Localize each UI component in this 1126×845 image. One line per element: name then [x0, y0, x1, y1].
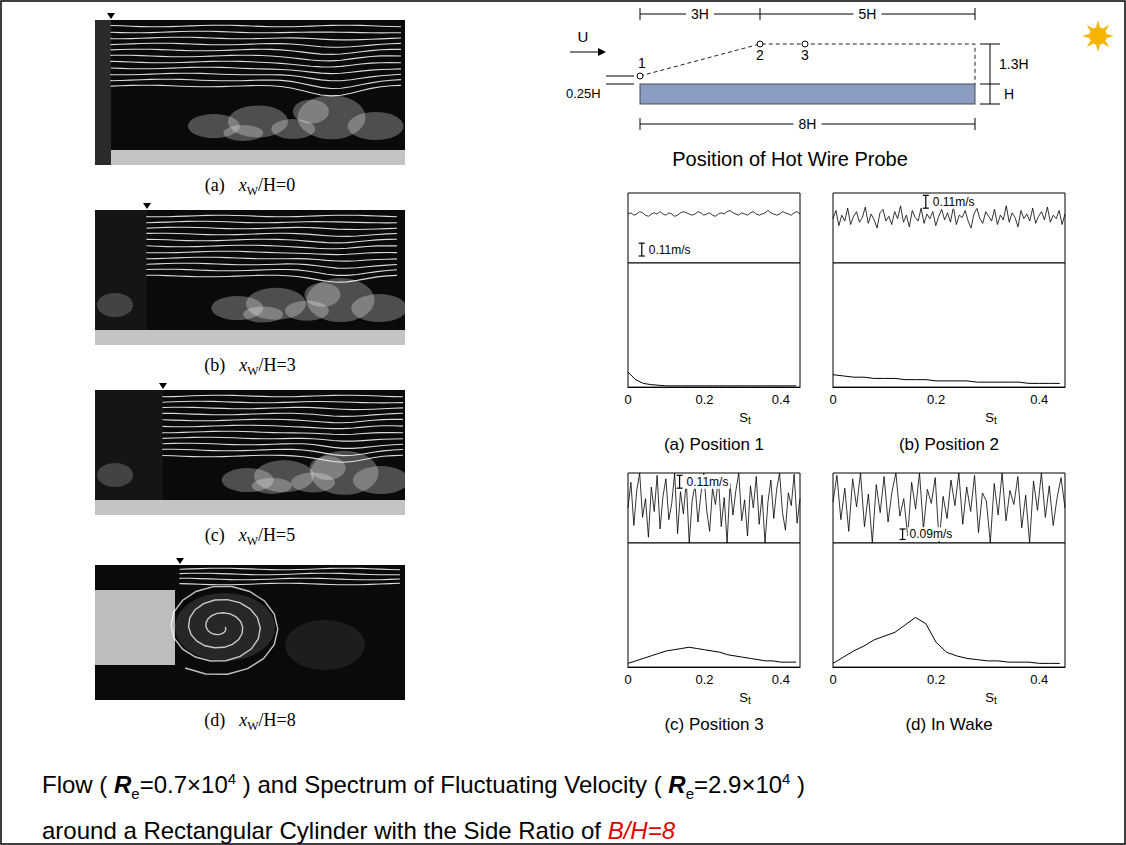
svg-text:0.11m/s: 0.11m/s [933, 195, 975, 209]
svg-text:H: H [1004, 86, 1014, 102]
svg-text:t: t [748, 415, 751, 426]
svg-text:0: 0 [829, 392, 836, 407]
svg-text:2: 2 [756, 47, 764, 63]
svg-text:(b)xW/H=3: (b)xW/H=3 [204, 355, 295, 378]
svg-text:S: S [739, 690, 748, 705]
svg-text:0.4: 0.4 [772, 392, 790, 407]
svg-text:0.11m/s: 0.11m/s [687, 475, 729, 489]
svg-text:0.4: 0.4 [772, 672, 790, 687]
svg-text:0.4: 0.4 [1030, 392, 1048, 407]
html-text:(c) Position 3: (c) Position 3 [664, 715, 764, 734]
svg-text:0.4: 0.4 [1030, 672, 1048, 687]
svg-text:0.2: 0.2 [927, 392, 945, 407]
svg-text:S: S [739, 410, 748, 425]
svg-text:S: S [985, 410, 994, 425]
svg-text:8H: 8H [799, 116, 817, 132]
svg-text:0.2: 0.2 [927, 672, 945, 687]
html-text:Flow (Re=0.7×10: Flow (Re=0.7×10 [42, 771, 228, 802]
svg-text:(c)xW/H=5: (c)xW/H=5 [205, 525, 295, 548]
svg-text:t: t [994, 695, 997, 706]
svg-text:3H: 3H [691, 6, 709, 22]
svg-text:0.11m/s: 0.11m/s [649, 243, 691, 257]
svg-text:0: 0 [624, 672, 631, 687]
html-text:(b) Position 2: (b) Position 2 [898, 435, 1000, 454]
svg-text:3: 3 [801, 47, 809, 63]
svg-text:(a)xW/H=0: (a)xW/H=0 [205, 175, 295, 198]
html-text:4): 4) [782, 770, 806, 798]
svg-text:0: 0 [624, 392, 631, 407]
svg-text:5H: 5H [859, 6, 877, 22]
svg-text:S: S [985, 690, 994, 705]
svg-text:0: 0 [829, 672, 836, 687]
svg-text:0.09m/s: 0.09m/s [910, 527, 953, 541]
html-text:(d) In Wake: (d) In Wake [905, 715, 993, 734]
svg-text:0.25H: 0.25H [566, 86, 601, 101]
html-text:around a Rectangular Cylinder: around a Rectangular Cylinder with the S… [42, 816, 675, 844]
svg-text:Position of Hot Wire Probe: Position of Hot Wire Probe [672, 148, 908, 170]
svg-text:t: t [748, 695, 751, 706]
svg-text:0.2: 0.2 [695, 672, 713, 687]
svg-text:0.2: 0.2 [695, 392, 713, 407]
html-text:4) and Spectrum of Fluctuating: 4) and Spectrum of Fluctuating Velocity … [227, 770, 783, 802]
svg-text:1: 1 [638, 55, 646, 71]
svg-text:(d)xW/H=8: (d)xW/H=8 [204, 710, 295, 733]
svg-text:1.3H: 1.3H [999, 56, 1029, 72]
svg-text:t: t [994, 415, 997, 426]
svg-text:U: U [578, 28, 589, 45]
html-text:(a) Position 1: (a) Position 1 [663, 435, 765, 454]
